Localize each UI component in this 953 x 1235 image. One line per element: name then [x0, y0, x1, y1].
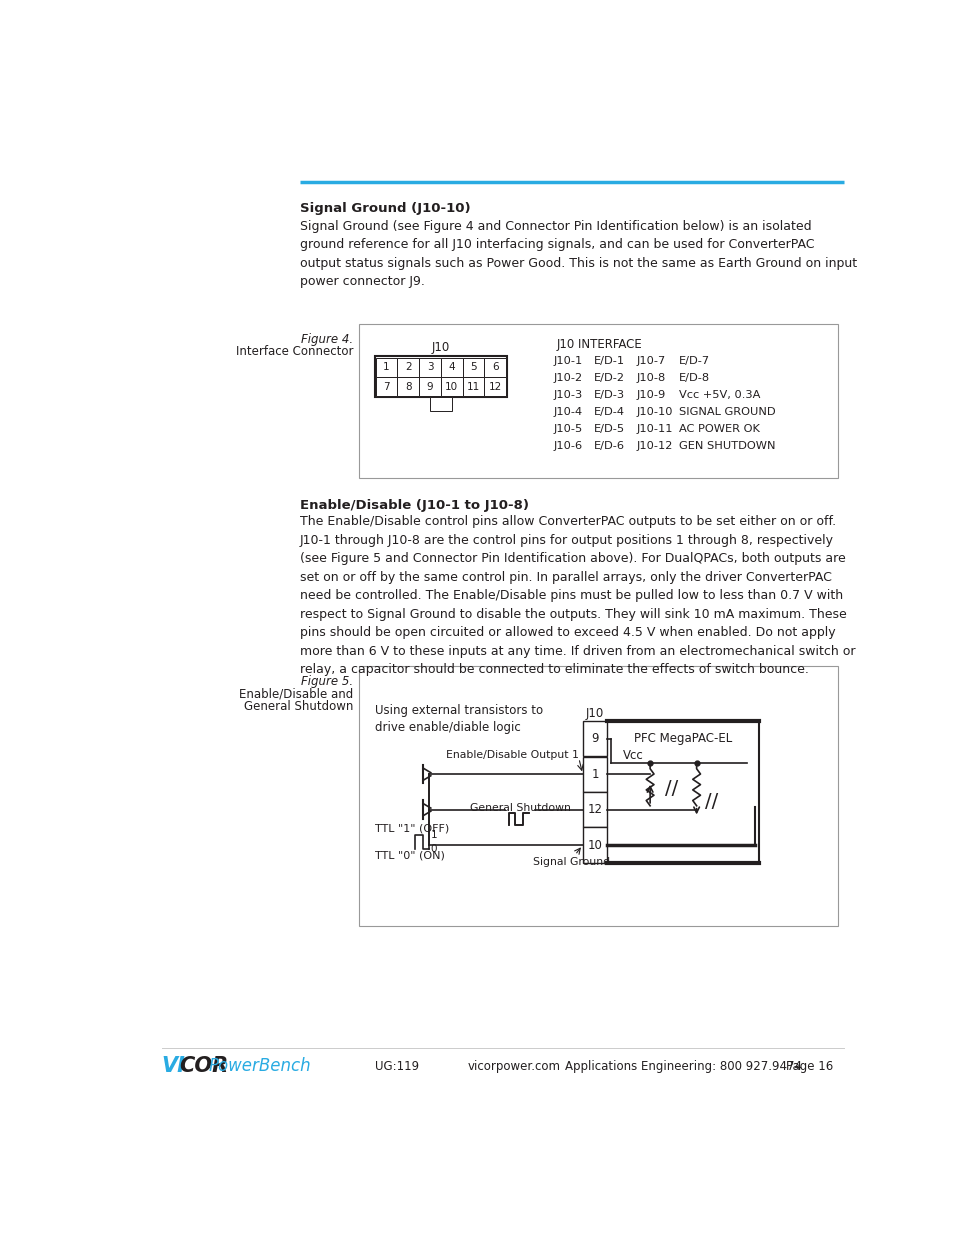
Text: E/D-3: E/D-3: [593, 390, 624, 400]
Text: 6: 6: [492, 362, 497, 372]
Bar: [440, 377, 462, 396]
Bar: [582, 827, 607, 863]
Text: J10-7: J10-7: [637, 356, 665, 366]
Text: J10-8: J10-8: [637, 373, 665, 383]
Text: Enable/Disable (J10-1 to J10-8): Enable/Disable (J10-1 to J10-8): [299, 499, 528, 511]
Text: 5: 5: [470, 362, 476, 372]
Text: COR: COR: [179, 1056, 228, 1076]
Text: 8: 8: [405, 382, 411, 391]
Text: E/D-4: E/D-4: [593, 406, 624, 417]
Text: General Shutdown: General Shutdown: [244, 699, 353, 713]
Bar: [484, 358, 505, 377]
Text: //: //: [664, 779, 678, 798]
Text: J10-11: J10-11: [637, 424, 673, 433]
Text: 9: 9: [591, 732, 598, 745]
Bar: [375, 358, 397, 377]
Text: 2: 2: [405, 362, 411, 372]
Text: PFC MegaPAC-EL: PFC MegaPAC-EL: [634, 732, 731, 745]
Text: J10-10: J10-10: [637, 406, 673, 417]
Bar: [582, 757, 607, 792]
Bar: [359, 324, 837, 478]
Bar: [462, 377, 484, 396]
Text: vicorpower.com: vicorpower.com: [468, 1060, 560, 1072]
Text: Interface Connector: Interface Connector: [235, 346, 353, 358]
Text: 7: 7: [383, 382, 390, 391]
Text: Signal Ground (see Figure 4 and Connector Pin Identification below) is an isolat: Signal Ground (see Figure 4 and Connecto…: [299, 220, 856, 288]
Text: E/D-1: E/D-1: [593, 356, 624, 366]
Bar: [505, 809, 534, 832]
Text: J10-9: J10-9: [637, 390, 665, 400]
Text: UG:119: UG:119: [375, 1060, 418, 1072]
Text: VI: VI: [162, 1056, 186, 1076]
Text: J10-1: J10-1: [553, 356, 582, 366]
Text: SIGNAL GROUND: SIGNAL GROUND: [679, 406, 775, 417]
Text: E/D-7: E/D-7: [679, 356, 709, 366]
Text: Enable/Disable Output 1: Enable/Disable Output 1: [445, 751, 578, 761]
Bar: [430, 398, 452, 411]
Text: 1: 1: [383, 362, 390, 372]
Bar: [375, 357, 507, 398]
Bar: [359, 666, 837, 926]
Text: PowerBench: PowerBench: [208, 1057, 311, 1074]
Bar: [582, 721, 607, 757]
Text: 12: 12: [587, 803, 602, 816]
Text: The Enable/Disable control pins allow ConverterPAC outputs to be set either on o: The Enable/Disable control pins allow Co…: [299, 515, 855, 677]
Text: TTL "1" (OFF): TTL "1" (OFF): [375, 824, 449, 834]
Text: Page 16: Page 16: [785, 1060, 832, 1072]
Bar: [418, 358, 440, 377]
Bar: [397, 358, 418, 377]
Text: TTL "0" (ON): TTL "0" (ON): [375, 851, 444, 861]
Text: 10: 10: [445, 382, 457, 391]
Text: Vcc: Vcc: [622, 748, 643, 762]
Text: 9: 9: [426, 382, 433, 391]
Text: Signal Ground (J10-10): Signal Ground (J10-10): [299, 203, 470, 215]
Text: Enable/Disable and: Enable/Disable and: [239, 687, 353, 700]
Text: J10: J10: [585, 708, 603, 720]
Text: J10-4: J10-4: [553, 406, 581, 417]
Text: Using external transistors to
drive enable/diable logic: Using external transistors to drive enab…: [375, 704, 542, 734]
Text: Applications Engineering: 800 927.9474: Applications Engineering: 800 927.9474: [564, 1060, 801, 1072]
Text: GEN SHUTDOWN: GEN SHUTDOWN: [679, 441, 775, 451]
Text: 1: 1: [431, 830, 437, 840]
Text: J10-5: J10-5: [553, 424, 582, 433]
Bar: [418, 377, 440, 396]
Text: Figure 4.: Figure 4.: [301, 333, 353, 346]
Text: Signal Ground: Signal Ground: [532, 857, 609, 867]
Text: J10-12: J10-12: [637, 441, 673, 451]
Text: E/D-2: E/D-2: [593, 373, 624, 383]
Bar: [462, 358, 484, 377]
Text: J10-3: J10-3: [553, 390, 582, 400]
Text: 4: 4: [448, 362, 455, 372]
Text: General Shutdown: General Shutdown: [470, 804, 571, 814]
Text: E/D-8: E/D-8: [679, 373, 709, 383]
Text: J10 INTERFACE: J10 INTERFACE: [557, 337, 642, 351]
Text: Figure 5.: Figure 5.: [301, 674, 353, 688]
Text: J10: J10: [432, 341, 450, 353]
Text: //: //: [705, 793, 718, 811]
Text: J10-2: J10-2: [553, 373, 581, 383]
Bar: [440, 358, 462, 377]
Text: 0: 0: [431, 844, 436, 853]
Text: 12: 12: [488, 382, 501, 391]
Text: E/D-6: E/D-6: [593, 441, 624, 451]
Bar: [375, 377, 397, 396]
Text: 11: 11: [466, 382, 479, 391]
Text: AC POWER OK: AC POWER OK: [679, 424, 759, 433]
Bar: [484, 377, 505, 396]
Text: 10: 10: [587, 839, 602, 852]
Bar: [397, 377, 418, 396]
Text: J10-6: J10-6: [553, 441, 581, 451]
Text: Vcc +5V, 0.3A: Vcc +5V, 0.3A: [679, 390, 760, 400]
Text: 3: 3: [426, 362, 433, 372]
Text: 1: 1: [591, 768, 598, 781]
Text: E/D-5: E/D-5: [593, 424, 624, 433]
Bar: [582, 792, 607, 827]
